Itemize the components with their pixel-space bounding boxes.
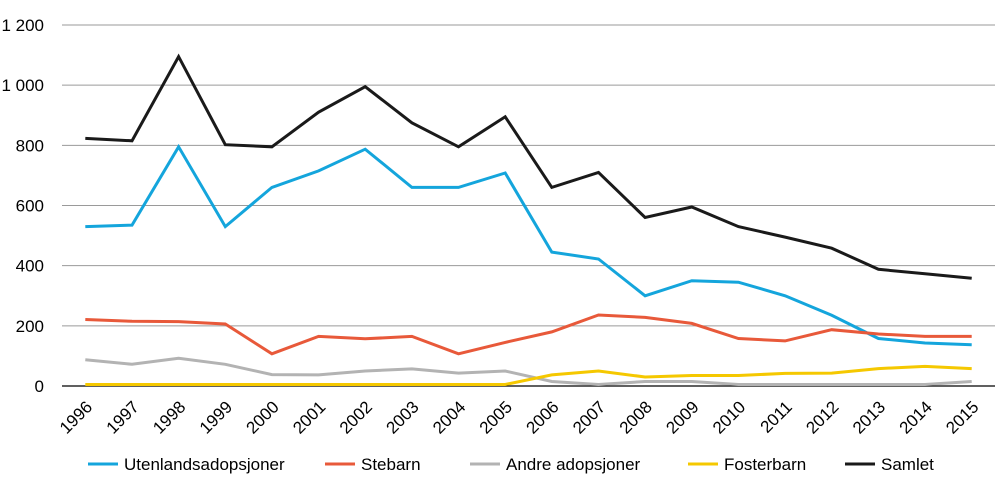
legend-label: Samlet bbox=[881, 455, 934, 474]
x-tick-label: 2013 bbox=[849, 397, 889, 437]
x-tick-label: 1996 bbox=[56, 397, 96, 437]
y-tick-label: 400 bbox=[16, 257, 44, 276]
series-line-samlet bbox=[85, 53, 972, 280]
x-tick-label: 2012 bbox=[802, 397, 842, 437]
x-tick-label: 1998 bbox=[149, 397, 189, 437]
x-tick-label: 2011 bbox=[757, 397, 796, 436]
x-tick-label: 2002 bbox=[336, 397, 376, 437]
x-tick-label: 2006 bbox=[522, 397, 562, 437]
x-tick-label: 2010 bbox=[709, 397, 749, 437]
x-tick-label: 2003 bbox=[383, 397, 423, 437]
series-line-fosterbarn bbox=[85, 364, 972, 386]
legend-label: Fosterbarn bbox=[724, 455, 806, 474]
y-tick-label: 0 bbox=[35, 377, 44, 396]
legend-label: Utenlandsadopsjoner bbox=[124, 455, 285, 474]
y-tick-label: 1 200 bbox=[1, 16, 44, 35]
y-tick-label: 800 bbox=[16, 136, 44, 155]
x-tick-label: 2001 bbox=[289, 397, 329, 437]
x-tick-label: 2005 bbox=[476, 397, 516, 437]
legend-label: Andre adopsjoner bbox=[506, 455, 641, 474]
y-tick-label: 1 000 bbox=[1, 76, 44, 95]
legend: Utenlandsadopsjoner Stebarn Andre adopsjon… bbox=[88, 455, 934, 474]
legend-label: Stebarn bbox=[361, 455, 421, 474]
series-line-utenlandsadopsjoner bbox=[85, 143, 972, 347]
y-axis-ticks: 0 200 400 600 800 1 000 1 200 bbox=[1, 16, 44, 396]
x-tick-label: 1997 bbox=[103, 397, 143, 437]
series-line-andre-adopsjoner bbox=[85, 356, 972, 387]
x-tick-label: 2014 bbox=[896, 397, 936, 437]
series-lines bbox=[85, 53, 972, 387]
x-tick-label: 2000 bbox=[243, 397, 283, 437]
x-tick-label: 2007 bbox=[569, 397, 609, 437]
series-line-stebarn bbox=[85, 313, 972, 356]
y-tick-label: 600 bbox=[16, 197, 44, 216]
x-tick-label: 2015 bbox=[942, 397, 982, 437]
x-tick-label: 1999 bbox=[196, 397, 236, 437]
x-tick-label: 2004 bbox=[429, 397, 469, 437]
x-tick-label: 2008 bbox=[616, 397, 656, 437]
y-tick-label: 200 bbox=[16, 317, 44, 336]
x-tick-label: 2009 bbox=[662, 397, 702, 437]
x-axis-ticks: 1996 1997 1998 1999 2000 2001 2002 2003 2004 2005… bbox=[56, 397, 983, 437]
